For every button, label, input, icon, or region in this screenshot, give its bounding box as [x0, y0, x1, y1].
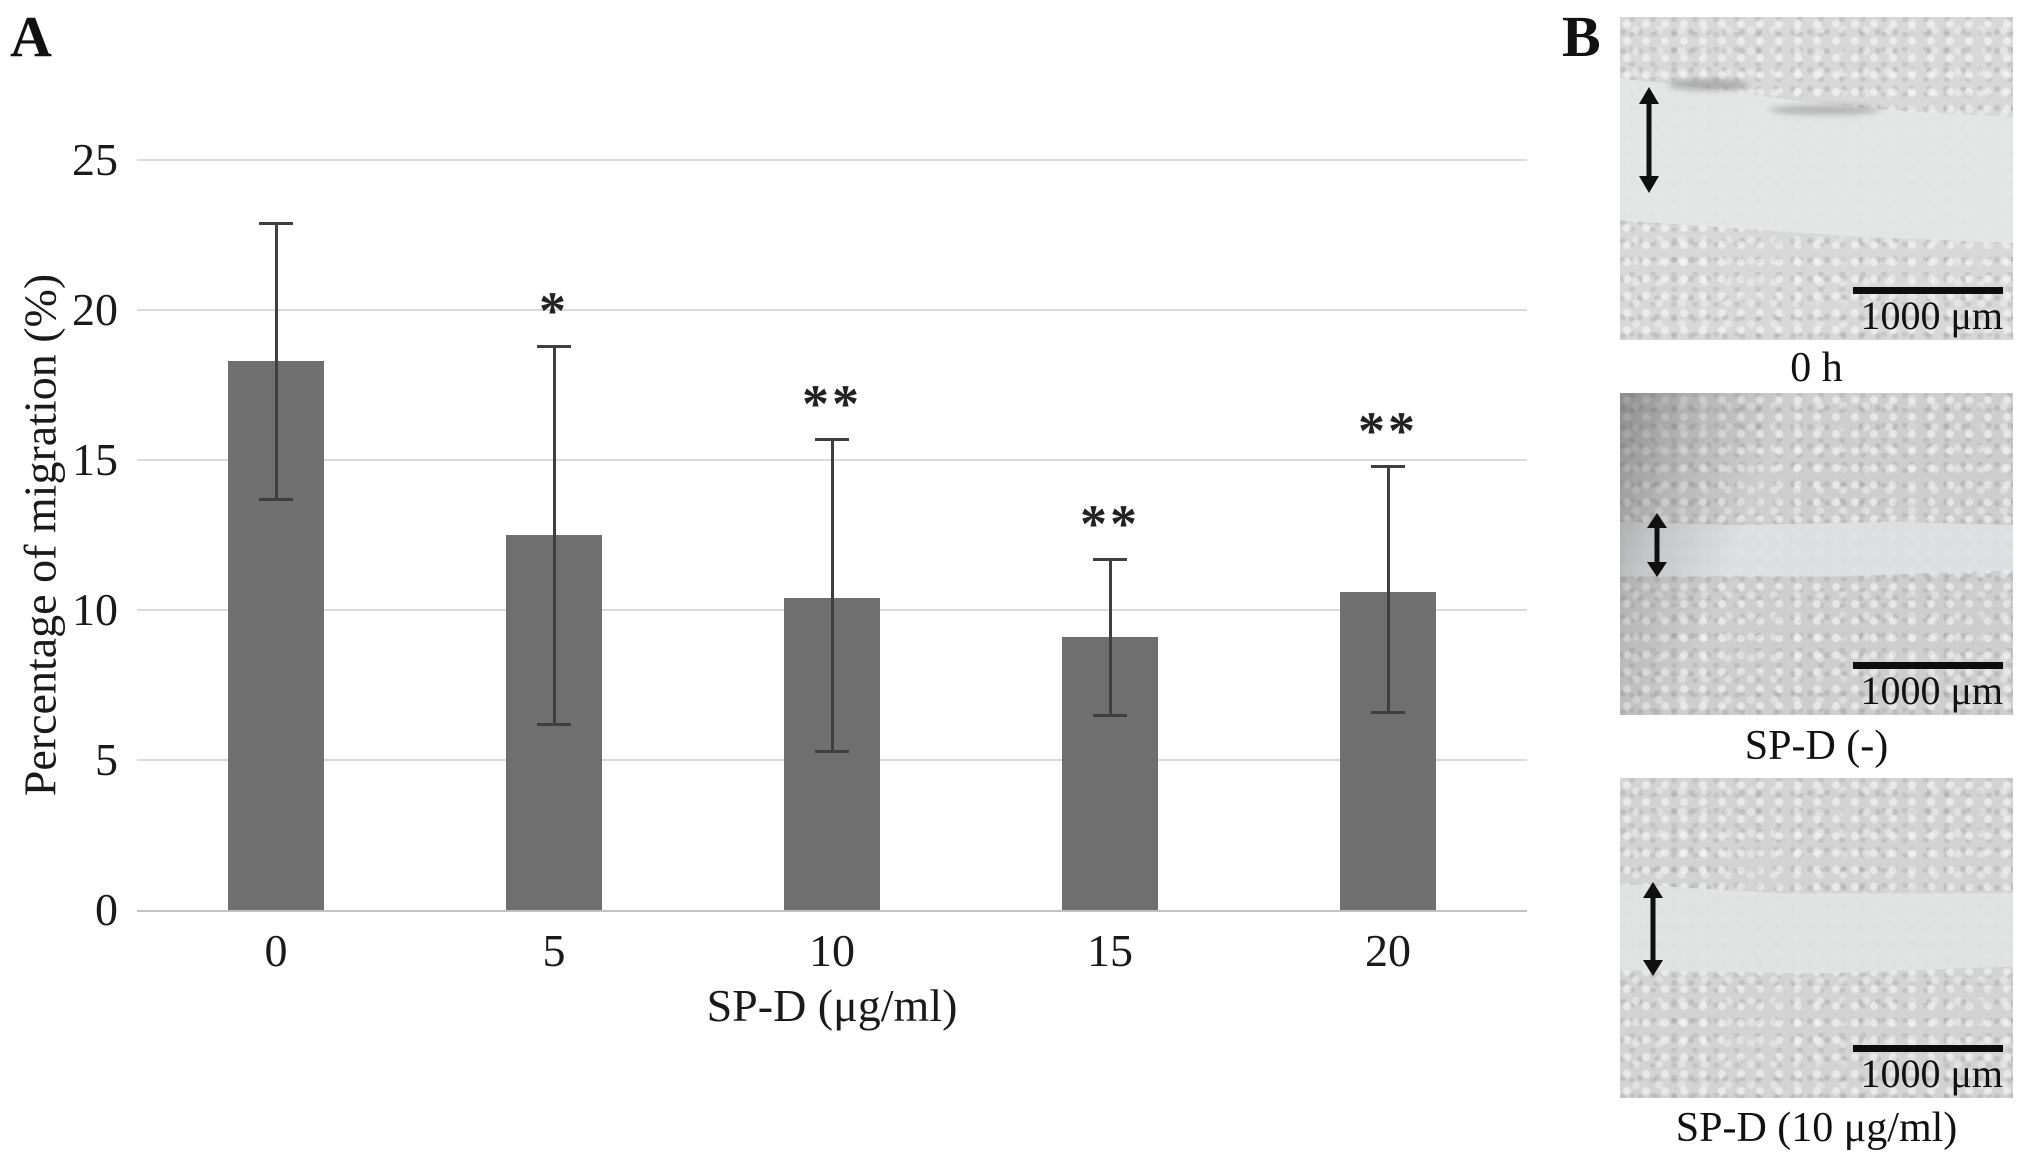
wound-gap: [1620, 883, 2013, 974]
scale-bar-label: 1000 μm: [1860, 293, 2003, 338]
scale-bar-label: 1000 μm: [1860, 1051, 2003, 1096]
y-tick-label: 20: [72, 284, 118, 335]
x-tick-label: 15: [1087, 925, 1133, 976]
significance-marker: *: [539, 281, 569, 341]
gap-width-arrow-icon: [1647, 513, 1667, 577]
micrograph-caption: 0 h: [1790, 345, 1843, 391]
error-bar-cap: [537, 345, 571, 348]
micrograph-spd-negative: 1000 μm: [1620, 393, 2013, 715]
error-bar: [830, 439, 834, 751]
error-bar-cap: [537, 723, 571, 726]
gap-width-arrow-icon: [1639, 87, 1659, 193]
debris-smudge: [1668, 79, 1748, 91]
x-tick-label: 0: [264, 925, 288, 976]
scale-bar-label: 1000 μm: [1860, 668, 2003, 713]
error-bar-cap: [1093, 714, 1127, 717]
error-bar-cap: [1093, 558, 1127, 561]
error-bar-cap: [259, 222, 293, 225]
significance-marker: **: [1080, 494, 1140, 554]
x-axis-title: SP-D (μg/ml): [706, 980, 958, 1031]
panel-b-label: B: [1562, 4, 1601, 69]
x-tick-label: 10: [809, 925, 855, 976]
y-gridline: [137, 159, 1527, 161]
panel-a: A Percentage of migration (%) * ** ** ** SP…: [10, 4, 1527, 1031]
y-gridline: [137, 309, 1527, 311]
error-bar-cap: [1371, 465, 1405, 468]
illumination-shade: [1620, 393, 2013, 715]
micrograph-caption: SP-D (-): [1744, 723, 1889, 769]
scale-bar-line: [1853, 662, 2003, 669]
x-tick-label: 20: [1365, 925, 1411, 976]
scale-bar: 1000 μm: [1853, 1045, 2003, 1096]
scale-bar: 1000 μm: [1853, 287, 2003, 338]
micrograph-0h: 1000 μm: [1620, 17, 2013, 340]
micrograph-caption: SP-D (10 μg/ml): [1675, 1105, 1958, 1151]
y-tick-label: 25: [72, 134, 118, 185]
y-tick-label: 15: [72, 434, 118, 485]
error-bar: [1108, 559, 1112, 715]
y-axis-title: Percentage of migration (%): [14, 273, 66, 797]
error-bar-cap: [815, 750, 849, 753]
error-bar: [274, 223, 278, 499]
significance-marker: **: [1358, 401, 1418, 461]
y-tick-label: 5: [95, 734, 118, 785]
scale-bar-line: [1853, 1045, 2003, 1052]
micrograph-spd-10: 1000 μm: [1620, 778, 2013, 1098]
scale-bar: 1000 μm: [1853, 662, 2003, 713]
wound-gap: [1620, 521, 2013, 577]
debris-smudge: [1770, 105, 1880, 115]
error-bar-cap: [815, 438, 849, 441]
y-tick-label: 0: [95, 884, 118, 935]
panel-a-label: A: [10, 4, 52, 69]
error-bar-cap: [259, 498, 293, 501]
gap-width-arrow-icon: [1643, 882, 1663, 976]
y-tick-label: 10: [72, 584, 118, 635]
scale-bar-line: [1853, 287, 2003, 294]
error-bar: [552, 346, 556, 724]
x-tick-label: 5: [542, 925, 566, 976]
significance-marker: **: [802, 374, 862, 434]
error-bar: [1386, 466, 1390, 712]
error-bar-cap: [1371, 711, 1405, 714]
plot-area: * ** ** **: [137, 159, 1527, 912]
